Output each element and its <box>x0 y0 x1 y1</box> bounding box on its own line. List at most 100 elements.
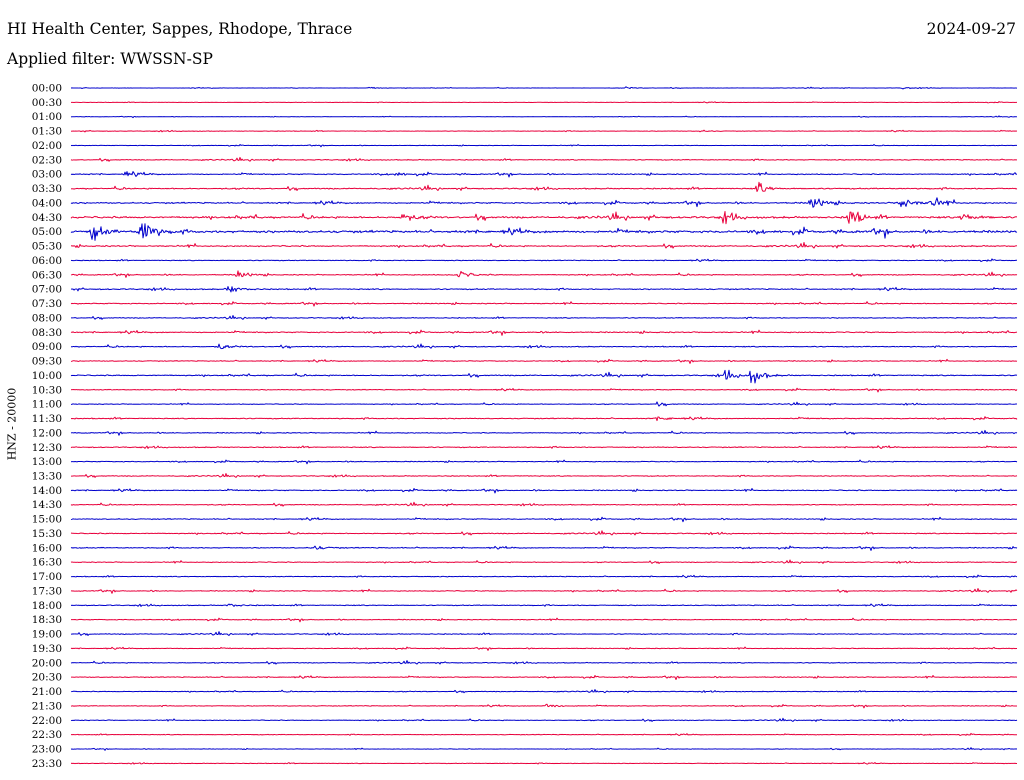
time-label: 07:30 <box>32 298 62 310</box>
time-label: 18:00 <box>32 600 62 612</box>
time-label: 05:30 <box>32 241 62 253</box>
seismic-trace-0330 <box>70 181 1018 193</box>
time-label: 13:00 <box>32 456 62 468</box>
seismic-trace-0230 <box>70 156 1018 162</box>
time-label: 01:30 <box>32 126 62 138</box>
time-label: 05:00 <box>32 226 62 238</box>
seismic-trace-1030 <box>70 387 1018 393</box>
time-label: 02:30 <box>32 154 62 166</box>
seismic-trace-2330 <box>70 762 1018 765</box>
seismic-trace-1230 <box>70 445 1018 450</box>
time-label: 20:00 <box>32 657 62 669</box>
time-label: 06:00 <box>32 255 62 267</box>
time-label: 16:30 <box>32 557 62 569</box>
time-label: 21:00 <box>32 686 62 698</box>
seismic-trace-0900 <box>70 343 1018 350</box>
time-label: 06:30 <box>32 269 62 281</box>
time-label: 18:30 <box>32 614 62 626</box>
time-label: 20:30 <box>32 672 62 684</box>
time-label: 02:00 <box>32 140 62 152</box>
seismic-trace-1600 <box>70 545 1018 551</box>
time-label: 11:30 <box>32 413 62 425</box>
seismic-trace-1700 <box>70 574 1018 579</box>
time-label: 03:00 <box>32 169 62 181</box>
time-label: 22:00 <box>32 715 62 727</box>
seismic-trace-2000 <box>70 660 1018 665</box>
time-label: 09:00 <box>32 341 62 353</box>
seismic-trace-2130 <box>70 703 1018 709</box>
seismic-trace-0130 <box>70 129 1018 133</box>
seismic-trace-0300 <box>70 171 1018 178</box>
time-label: 01:00 <box>32 111 62 123</box>
seismic-trace-0600 <box>70 258 1017 263</box>
seismic-trace-1300 <box>70 459 1018 465</box>
station-title: HI Health Center, Sappes, Rhodope, Thrac… <box>7 20 353 38</box>
time-label: 10:00 <box>32 370 62 382</box>
seismic-trace-1200 <box>70 429 1018 436</box>
time-label: 13:30 <box>32 470 62 482</box>
seismic-trace-1330 <box>70 473 1018 478</box>
time-label: 15:00 <box>32 514 62 526</box>
filter-label: Applied filter: WWSSN-SP <box>7 50 213 68</box>
seismic-trace-2100 <box>70 689 1018 694</box>
seismic-trace-2030 <box>70 674 1018 681</box>
time-label: 00:30 <box>32 97 62 109</box>
time-label: 17:00 <box>32 571 62 583</box>
seismic-trace-2200 <box>70 717 1018 722</box>
time-label: 21:30 <box>32 700 62 712</box>
seismic-trace-0500 <box>70 223 1018 241</box>
seismic-trace-2230 <box>70 732 1018 737</box>
seismic-trace-0800 <box>70 314 1018 320</box>
time-label: 04:30 <box>32 212 62 224</box>
time-label: 22:30 <box>32 729 62 741</box>
time-label: 19:00 <box>32 629 62 641</box>
seismic-trace-1100 <box>70 401 1018 407</box>
time-label: 12:00 <box>32 427 62 439</box>
time-label: 09:30 <box>32 356 62 368</box>
plot-date: 2024-09-27 <box>926 20 1016 38</box>
time-label: 08:30 <box>32 327 62 339</box>
time-label: 03:30 <box>32 183 62 195</box>
time-label: 11:00 <box>32 399 62 411</box>
seismic-trace-0430 <box>70 211 1018 225</box>
seismic-trace-0030 <box>70 101 1018 104</box>
seismic-trace-0630 <box>70 270 1018 278</box>
seismic-trace-0930 <box>70 358 1018 364</box>
seismic-trace-1800 <box>70 603 1018 607</box>
seismic-trace-0530 <box>70 242 1018 249</box>
time-label: 12:30 <box>32 442 62 454</box>
seismic-trace-1730 <box>70 588 1018 594</box>
time-label: 17:30 <box>32 585 62 597</box>
time-label: 19:30 <box>32 643 62 655</box>
seismic-trace-0700 <box>70 286 1018 293</box>
time-label: 15:30 <box>32 528 62 540</box>
time-label: 14:00 <box>32 485 62 497</box>
seismic-trace-0000 <box>70 86 1018 90</box>
time-label: 23:00 <box>32 744 62 756</box>
time-label: 14:30 <box>32 499 62 511</box>
time-label: 08:00 <box>32 312 62 324</box>
seismic-trace-1430 <box>70 501 1018 507</box>
time-label: 00:00 <box>32 83 62 95</box>
time-label: 04:00 <box>32 197 62 209</box>
seismic-trace-0400 <box>70 197 1018 208</box>
seismic-trace-1900 <box>70 631 1018 636</box>
seismic-trace-0100 <box>70 115 1018 119</box>
seismic-trace-0730 <box>70 301 1018 307</box>
seismic-trace-2300 <box>70 747 1018 751</box>
seismic-trace-1830 <box>70 617 1018 623</box>
seismic-trace-0200 <box>70 144 1018 148</box>
seismic-trace-1400 <box>70 488 1018 494</box>
time-label: 23:30 <box>32 758 62 770</box>
seismic-trace-1130 <box>70 416 1018 422</box>
seismic-trace-1530 <box>70 530 1017 536</box>
seismic-trace-1000 <box>70 369 1018 384</box>
seismic-trace-0830 <box>70 329 1018 336</box>
seismic-trace-1500 <box>70 516 1018 523</box>
time-label: 16:00 <box>32 542 62 554</box>
time-label: 07:00 <box>32 284 62 296</box>
time-label: 10:30 <box>32 384 62 396</box>
seismic-trace-1930 <box>70 646 1018 651</box>
seismic-trace-1630 <box>70 559 1018 564</box>
